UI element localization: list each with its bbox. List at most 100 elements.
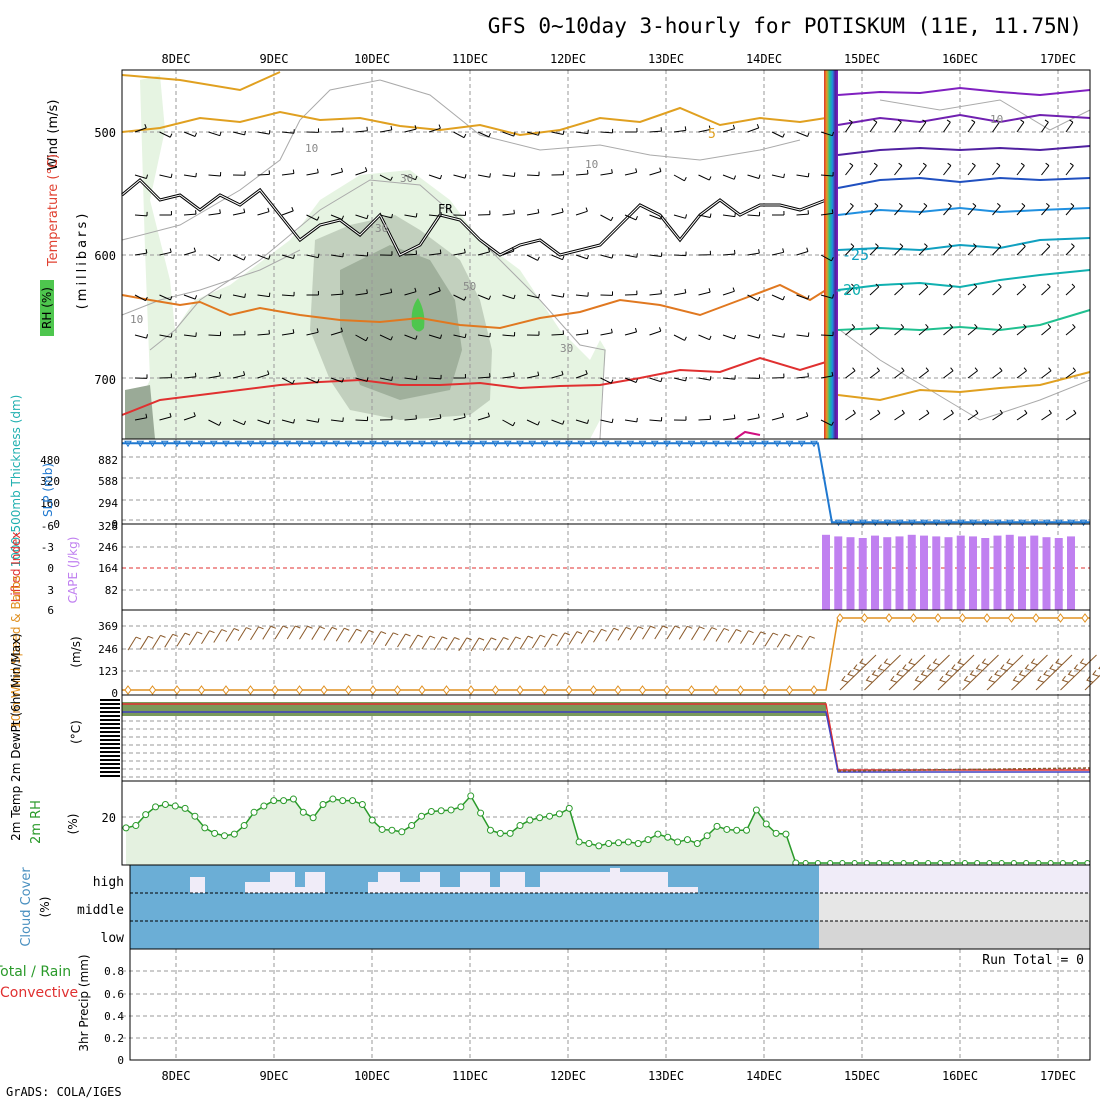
wind10m-barb (507, 636, 517, 651)
rh2m-marker (221, 832, 228, 840)
rh-dark-region (340, 245, 462, 400)
wind10m-pennant (1061, 675, 1069, 683)
wind10m-pennant (975, 664, 983, 672)
wind-barb-flag (806, 247, 809, 252)
wind10m-marker (958, 613, 967, 623)
wind10m-barb (262, 626, 272, 640)
wind10m-barb (764, 632, 774, 647)
wind-barb (453, 416, 466, 421)
wind-barb (649, 130, 662, 133)
cape-bar (907, 534, 916, 610)
wind10m-marker (516, 685, 524, 695)
wind10m-barb (1084, 674, 1100, 691)
wind-barb (477, 334, 490, 338)
top-date-11DEC: 11DEC (452, 52, 488, 66)
slp-marker (1055, 519, 1063, 527)
rh2m-marker (260, 802, 268, 810)
wind-barb (281, 254, 294, 259)
contour-label-50: 50 (463, 280, 476, 293)
wind-barb-flag (758, 334, 761, 339)
rh-contour-10-a (121, 79, 801, 241)
wind-barb (918, 121, 927, 133)
slp-marker (810, 440, 818, 448)
wind-barb-flag (851, 323, 856, 328)
wind-barb (306, 377, 318, 384)
wind10m-marker (1056, 613, 1065, 623)
wind10m-marker (295, 685, 304, 695)
wind-barb-flag (365, 337, 369, 342)
slp-marker (454, 440, 463, 448)
wind10m-barb-flag (748, 630, 754, 634)
thickness-tick-0: 0 (53, 518, 60, 531)
wind-barb (404, 418, 417, 421)
wind-barb-flag (511, 247, 515, 252)
wind-barb (992, 412, 1003, 421)
cloud-panel: high middle low Cloud Cover (%) (19, 864, 1091, 950)
wind-barb (1065, 326, 1076, 336)
wind10m-barb-flag (417, 634, 423, 638)
wind-barb (159, 294, 171, 301)
wind-barb-flag (562, 293, 565, 298)
wind10m-pennant (1037, 675, 1045, 683)
cape-bar (920, 535, 928, 610)
wind-barb (624, 419, 637, 423)
rh2m-line (125, 794, 1090, 864)
wind-barb-flag (341, 215, 344, 220)
cloud-level-middle: middle (77, 903, 124, 918)
wind-barb-flag (194, 372, 197, 377)
wind-barb-flag (973, 243, 977, 247)
wind10m-barb (531, 634, 541, 649)
wind-barb (1065, 246, 1075, 256)
wind-barb (796, 415, 809, 421)
wind10m-barb-flag (797, 634, 803, 638)
wind-barb (526, 174, 540, 177)
wind-barb (477, 294, 490, 300)
wind10m-barb (152, 635, 161, 649)
temp-line-red (121, 356, 827, 416)
wind-barb-flag (783, 333, 785, 338)
slp-marker (957, 519, 965, 527)
chart-title: GFS 0~10day 3-hourly for POTISKUM (11E, … (488, 14, 1082, 38)
rh2m-marker (240, 822, 248, 830)
freezing-line-inner (121, 179, 827, 256)
wind-barb-flag (782, 248, 785, 253)
wind-barb-flag (169, 412, 172, 418)
rh2m-marker (250, 808, 258, 816)
wind-barb-flag (316, 168, 319, 173)
wind-barb (1065, 412, 1077, 421)
ylabel-temp2m: 2m Temp 2m DewPt (6hr Min/Max) (9, 633, 23, 841)
slp-marker (638, 440, 647, 448)
wind-barb-flag (974, 323, 978, 328)
wind-barb (820, 254, 832, 262)
slp-marker (307, 440, 316, 448)
wind-barb (404, 291, 417, 296)
wind-barb (502, 131, 514, 137)
slp-marker (895, 519, 904, 527)
rh2m-marker (152, 803, 160, 811)
wind10m-pennant (1000, 664, 1008, 672)
rh2m-marker (615, 839, 622, 847)
wind-barb-flag (244, 130, 246, 136)
wind-barb-flag (875, 243, 879, 247)
wind-barb (1041, 205, 1050, 216)
wind-barb (1065, 286, 1076, 296)
wind-barb-flag (876, 323, 880, 328)
wind-barb-flag (537, 256, 540, 261)
wind10m-marker (638, 685, 647, 695)
wind-barb-flag (292, 329, 295, 334)
rh2m-marker (605, 840, 613, 847)
wind-barb (355, 334, 367, 342)
wind-barb (771, 251, 784, 256)
rh2m-marker (546, 812, 554, 820)
slp-marker (503, 440, 512, 448)
wind-barb-flag (193, 247, 196, 252)
wind-barb-flag (292, 379, 295, 384)
slp-marker (969, 519, 978, 527)
wind-barb (428, 417, 441, 421)
wind-barb (526, 375, 539, 379)
rh2m-marker (368, 816, 376, 824)
rh2m-marker (191, 812, 199, 820)
rh2m-marker (624, 838, 632, 846)
top-date-15DEC: 15DEC (844, 52, 880, 66)
wind-barb (820, 334, 834, 337)
